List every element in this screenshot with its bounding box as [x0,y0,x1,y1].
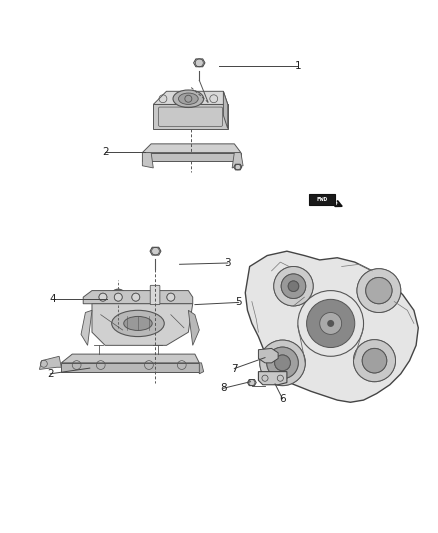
Ellipse shape [173,90,204,108]
Ellipse shape [179,93,198,104]
Polygon shape [61,354,199,363]
Circle shape [167,293,175,301]
Circle shape [275,355,290,371]
Circle shape [99,293,107,301]
FancyBboxPatch shape [309,194,335,205]
Polygon shape [199,363,204,374]
Polygon shape [245,251,418,402]
Polygon shape [92,304,193,345]
Polygon shape [81,310,92,345]
Circle shape [114,293,122,301]
Text: FWD: FWD [316,197,328,202]
Circle shape [260,340,305,386]
Text: 2: 2 [102,147,109,157]
Polygon shape [188,310,199,345]
Circle shape [327,320,334,327]
Text: 3: 3 [224,258,231,268]
Ellipse shape [124,317,152,330]
Circle shape [320,312,342,334]
Text: 1: 1 [294,61,301,71]
Ellipse shape [112,310,164,336]
Circle shape [152,293,159,301]
Polygon shape [232,152,243,168]
Polygon shape [142,144,241,152]
Circle shape [281,274,306,298]
Circle shape [353,340,396,382]
Text: 7: 7 [231,364,238,374]
Circle shape [110,289,126,305]
Text: 6: 6 [279,394,286,404]
Text: 2: 2 [47,369,54,379]
Polygon shape [61,363,199,372]
Polygon shape [153,91,228,104]
Polygon shape [258,349,278,363]
Circle shape [274,266,313,306]
Polygon shape [150,247,161,255]
Circle shape [307,300,355,348]
Polygon shape [223,91,228,128]
Circle shape [357,269,401,312]
FancyBboxPatch shape [150,285,160,304]
Polygon shape [83,290,193,304]
Text: 5: 5 [235,297,242,308]
Polygon shape [39,356,61,369]
Circle shape [114,293,122,301]
Polygon shape [247,379,256,386]
Polygon shape [194,59,205,67]
Polygon shape [258,372,287,385]
Polygon shape [142,152,241,161]
Polygon shape [234,164,242,170]
Circle shape [366,278,392,304]
Text: 8: 8 [220,383,227,393]
Text: 4: 4 [49,294,56,304]
Circle shape [362,349,387,373]
Circle shape [267,347,298,378]
Polygon shape [142,152,153,168]
Polygon shape [153,104,228,128]
Circle shape [288,281,299,292]
Circle shape [132,293,140,301]
